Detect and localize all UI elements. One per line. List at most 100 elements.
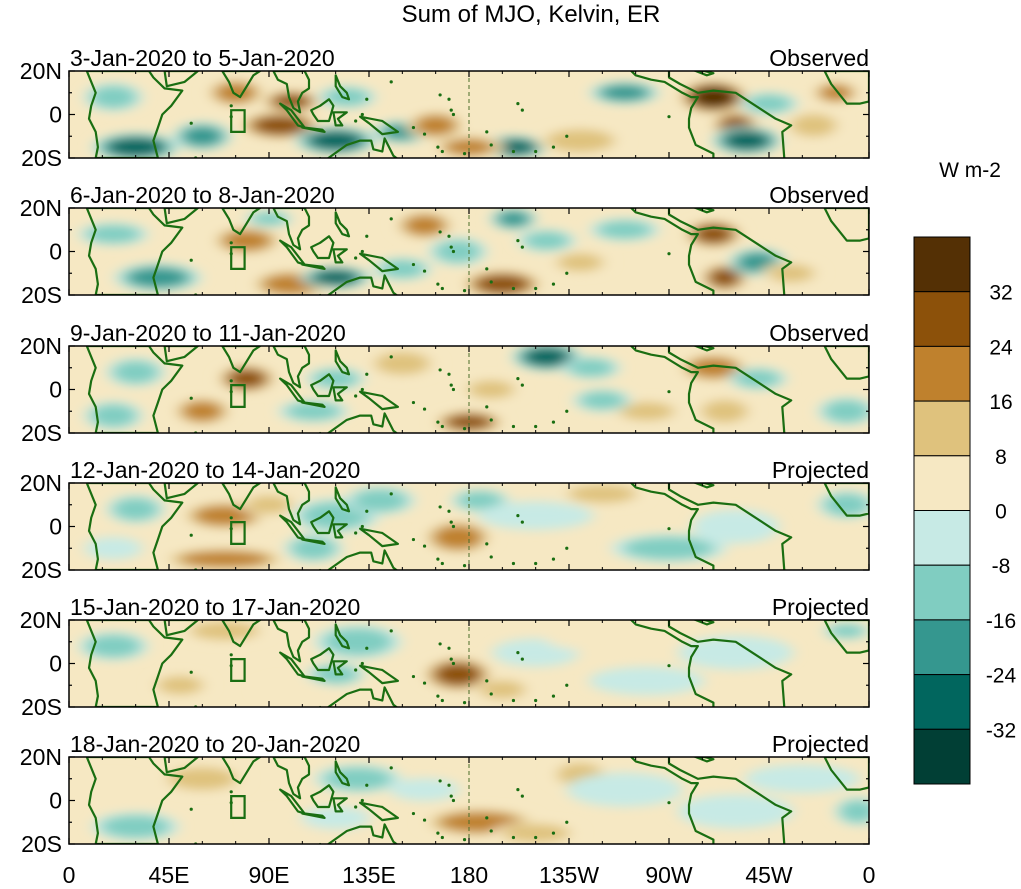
island-dot bbox=[449, 245, 453, 249]
anomaly-blob bbox=[823, 400, 869, 423]
island-dot bbox=[189, 670, 193, 674]
coastline bbox=[279, 788, 306, 815]
island-dot bbox=[189, 396, 193, 400]
anomaly-blob bbox=[256, 678, 326, 701]
coastline bbox=[272, 71, 311, 114]
anomaly-blob bbox=[692, 509, 780, 544]
island-dot bbox=[354, 119, 358, 123]
island-dot bbox=[447, 234, 451, 238]
anomaly-blob bbox=[90, 85, 137, 109]
x-tick-label: 180 bbox=[450, 862, 488, 888]
island-dot bbox=[229, 390, 233, 394]
x-tick-label: 90E bbox=[249, 862, 290, 888]
panel-status-label: Projected bbox=[772, 731, 869, 757]
coastline bbox=[332, 660, 348, 676]
island-dot bbox=[565, 409, 569, 413]
island-dot bbox=[516, 239, 520, 243]
island-dot bbox=[520, 794, 524, 798]
anomaly-blob bbox=[313, 270, 358, 285]
anomaly-blob bbox=[84, 775, 143, 804]
coastline bbox=[359, 664, 399, 685]
coastline bbox=[692, 71, 715, 77]
island-dot bbox=[667, 664, 671, 668]
coastline bbox=[334, 349, 351, 376]
island-dot bbox=[449, 108, 453, 112]
island-dot bbox=[422, 132, 427, 136]
coastline bbox=[359, 801, 399, 822]
coastline bbox=[692, 620, 715, 626]
anomaly-blob bbox=[701, 400, 748, 423]
coastline bbox=[301, 538, 326, 546]
island-dot bbox=[365, 97, 369, 101]
colorbar-swatch bbox=[913, 236, 971, 293]
region-box bbox=[230, 520, 246, 546]
island-dot bbox=[462, 152, 467, 156]
coastline bbox=[630, 483, 793, 570]
island-dot bbox=[438, 93, 442, 97]
y-tick-label: 20N bbox=[20, 195, 62, 221]
island-dot bbox=[511, 149, 516, 154]
x-tick-label: 45W bbox=[745, 862, 793, 888]
anomaly-blob bbox=[790, 114, 837, 137]
island-dot bbox=[520, 520, 524, 524]
coastline bbox=[319, 274, 399, 295]
island-dot bbox=[436, 420, 440, 424]
coastlines bbox=[85, 346, 869, 433]
chart-title: Sum of MJO, Kelvin, ER bbox=[402, 1, 661, 28]
coastline bbox=[823, 483, 869, 517]
island-dot bbox=[422, 269, 427, 273]
anomaly-blob bbox=[85, 225, 141, 244]
panel-period-label: 3-Jan-2020 to 5-Jan-2020 bbox=[70, 45, 335, 71]
coastline bbox=[630, 346, 793, 433]
anomaly-field bbox=[84, 760, 869, 844]
anomaly-blob bbox=[404, 215, 445, 236]
coastline bbox=[359, 252, 399, 273]
colorbar-label: W m-2 bbox=[939, 159, 1001, 182]
island-dot bbox=[389, 629, 393, 633]
island-dot bbox=[520, 108, 524, 112]
island-dot bbox=[422, 681, 427, 685]
y-tick-label: 0 bbox=[49, 514, 62, 540]
island-dot bbox=[447, 372, 451, 376]
island-dot bbox=[565, 271, 569, 275]
coastline bbox=[332, 248, 348, 264]
island-dot bbox=[485, 816, 489, 820]
anomaly-blob bbox=[839, 800, 869, 823]
coastline bbox=[310, 98, 335, 123]
island-dot bbox=[489, 829, 493, 833]
island-dot bbox=[489, 418, 493, 422]
coastlines bbox=[85, 620, 869, 707]
island-dot bbox=[354, 668, 358, 672]
coastline bbox=[279, 514, 306, 541]
island-dot bbox=[365, 372, 369, 376]
island-dot bbox=[354, 531, 358, 535]
anomaly-blob bbox=[167, 767, 237, 790]
anomaly-blob bbox=[823, 493, 869, 516]
coastline bbox=[85, 483, 184, 570]
island-dot bbox=[229, 790, 233, 794]
panel-4: 20N 0 20S 12-Jan-2020 to 14-Jan-2020 Project… bbox=[20, 457, 870, 583]
coastline bbox=[332, 386, 348, 402]
x-tick-label: 135W bbox=[539, 862, 599, 888]
coastlines bbox=[85, 483, 869, 570]
coastlines bbox=[85, 71, 869, 158]
colorbar-tick-label: 0 bbox=[995, 501, 1007, 524]
island-dot bbox=[511, 561, 516, 566]
coastline bbox=[332, 797, 348, 813]
coastlines bbox=[85, 208, 869, 295]
coastline bbox=[334, 760, 351, 787]
panel-1: 20N 0 20S 3-Jan-2020 to 5-Jan-2020 Observed bbox=[20, 45, 870, 171]
island-dot bbox=[551, 694, 556, 698]
coastline bbox=[334, 486, 351, 513]
coastline bbox=[163, 71, 199, 88]
anomaly-blob bbox=[689, 357, 738, 378]
island-dot bbox=[438, 505, 442, 509]
island-dot bbox=[411, 537, 416, 542]
anomaly-blob bbox=[476, 275, 529, 294]
island-dot bbox=[360, 661, 364, 666]
coastline bbox=[85, 620, 184, 707]
island-dot bbox=[534, 286, 538, 291]
island-dot bbox=[440, 561, 444, 566]
island-dot bbox=[511, 286, 516, 291]
region-box bbox=[230, 384, 246, 408]
